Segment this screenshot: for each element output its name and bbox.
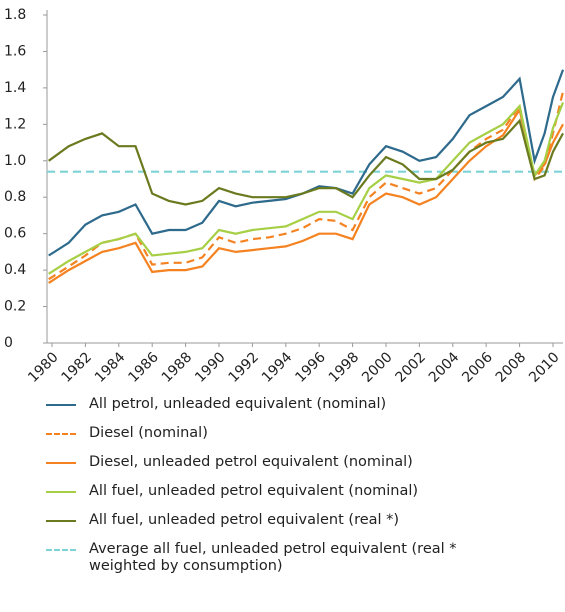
legend-label: All fuel, unleaded petrol equivalent (no… <box>89 483 419 499</box>
legend: All petrol, unleaded equivalent (nominal… <box>46 396 516 587</box>
series-line <box>48 107 564 284</box>
x-tick-label: 2006 <box>459 349 496 386</box>
x-tick-label: 1982 <box>59 349 96 386</box>
y-tick-label: 0.8 <box>4 189 26 205</box>
series-line <box>48 118 564 206</box>
legend-swatch <box>46 433 76 435</box>
legend-item: All petrol, unleaded equivalent (nominal… <box>46 396 516 413</box>
chart: 0 0.2 0.4 0.6 0.8 1.0 1.2 1.4 1.6 1.8 198019821984… <box>4 7 565 386</box>
y-tick-label: 1.4 <box>4 80 26 96</box>
x-tick-label: 2002 <box>393 349 430 386</box>
x-tick-label: 2004 <box>426 349 463 386</box>
x-tick-label: 1988 <box>159 349 196 386</box>
legend-swatch <box>46 404 76 406</box>
y-tick-label: 0.2 <box>4 299 26 315</box>
y-tick-label: 1.8 <box>4 7 26 23</box>
legend-swatch <box>46 520 76 522</box>
y-tick-label: 0 <box>4 335 13 351</box>
x-tick-label: 1986 <box>125 349 162 386</box>
series-line <box>48 102 565 275</box>
x-tick-label: 1996 <box>292 349 329 386</box>
legend-label: Average all fuel, unleaded petrol equiva… <box>89 541 457 574</box>
series-line <box>48 91 565 281</box>
legend-item: Diesel (nominal) <box>46 425 516 442</box>
legend-swatch <box>46 549 76 551</box>
x-tick-label: 2000 <box>359 349 396 386</box>
series-line <box>48 69 565 257</box>
legend-label: All fuel, unleaded petrol equivalent (re… <box>89 512 400 528</box>
legend-swatch <box>46 462 76 464</box>
x-tick-label: 1992 <box>226 349 263 386</box>
legend-swatch <box>46 491 76 493</box>
legend-label: Diesel (nominal) <box>89 425 208 441</box>
y-tick-label: 0.4 <box>4 262 26 278</box>
legend-item: Average all fuel, unleaded petrol equiva… <box>46 541 516 575</box>
y-tick-label: 1.6 <box>4 43 26 59</box>
legend-item: Diesel, unleaded petrol equivalent (nomi… <box>46 454 516 471</box>
y-tick-label: 1.0 <box>4 153 26 169</box>
legend-item: All fuel, unleaded petrol equivalent (re… <box>46 512 516 529</box>
x-tick-label: 1998 <box>326 349 363 386</box>
y-tick-label: 0.6 <box>4 226 26 242</box>
legend-label: Diesel, unleaded petrol equivalent (nomi… <box>89 454 413 470</box>
legend-item: All fuel, unleaded petrol equivalent (no… <box>46 483 516 500</box>
legend-label: All petrol, unleaded equivalent (nominal… <box>89 396 387 412</box>
x-tick-label: 1994 <box>259 349 296 386</box>
x-tick-label: 2010 <box>526 349 563 386</box>
x-tick-label: 1984 <box>92 349 129 386</box>
x-tick-label: 2008 <box>493 349 530 386</box>
x-tick-label: 1990 <box>192 349 229 386</box>
x-tick-label: 1980 <box>25 349 62 386</box>
y-tick-label: 1.2 <box>4 116 26 132</box>
